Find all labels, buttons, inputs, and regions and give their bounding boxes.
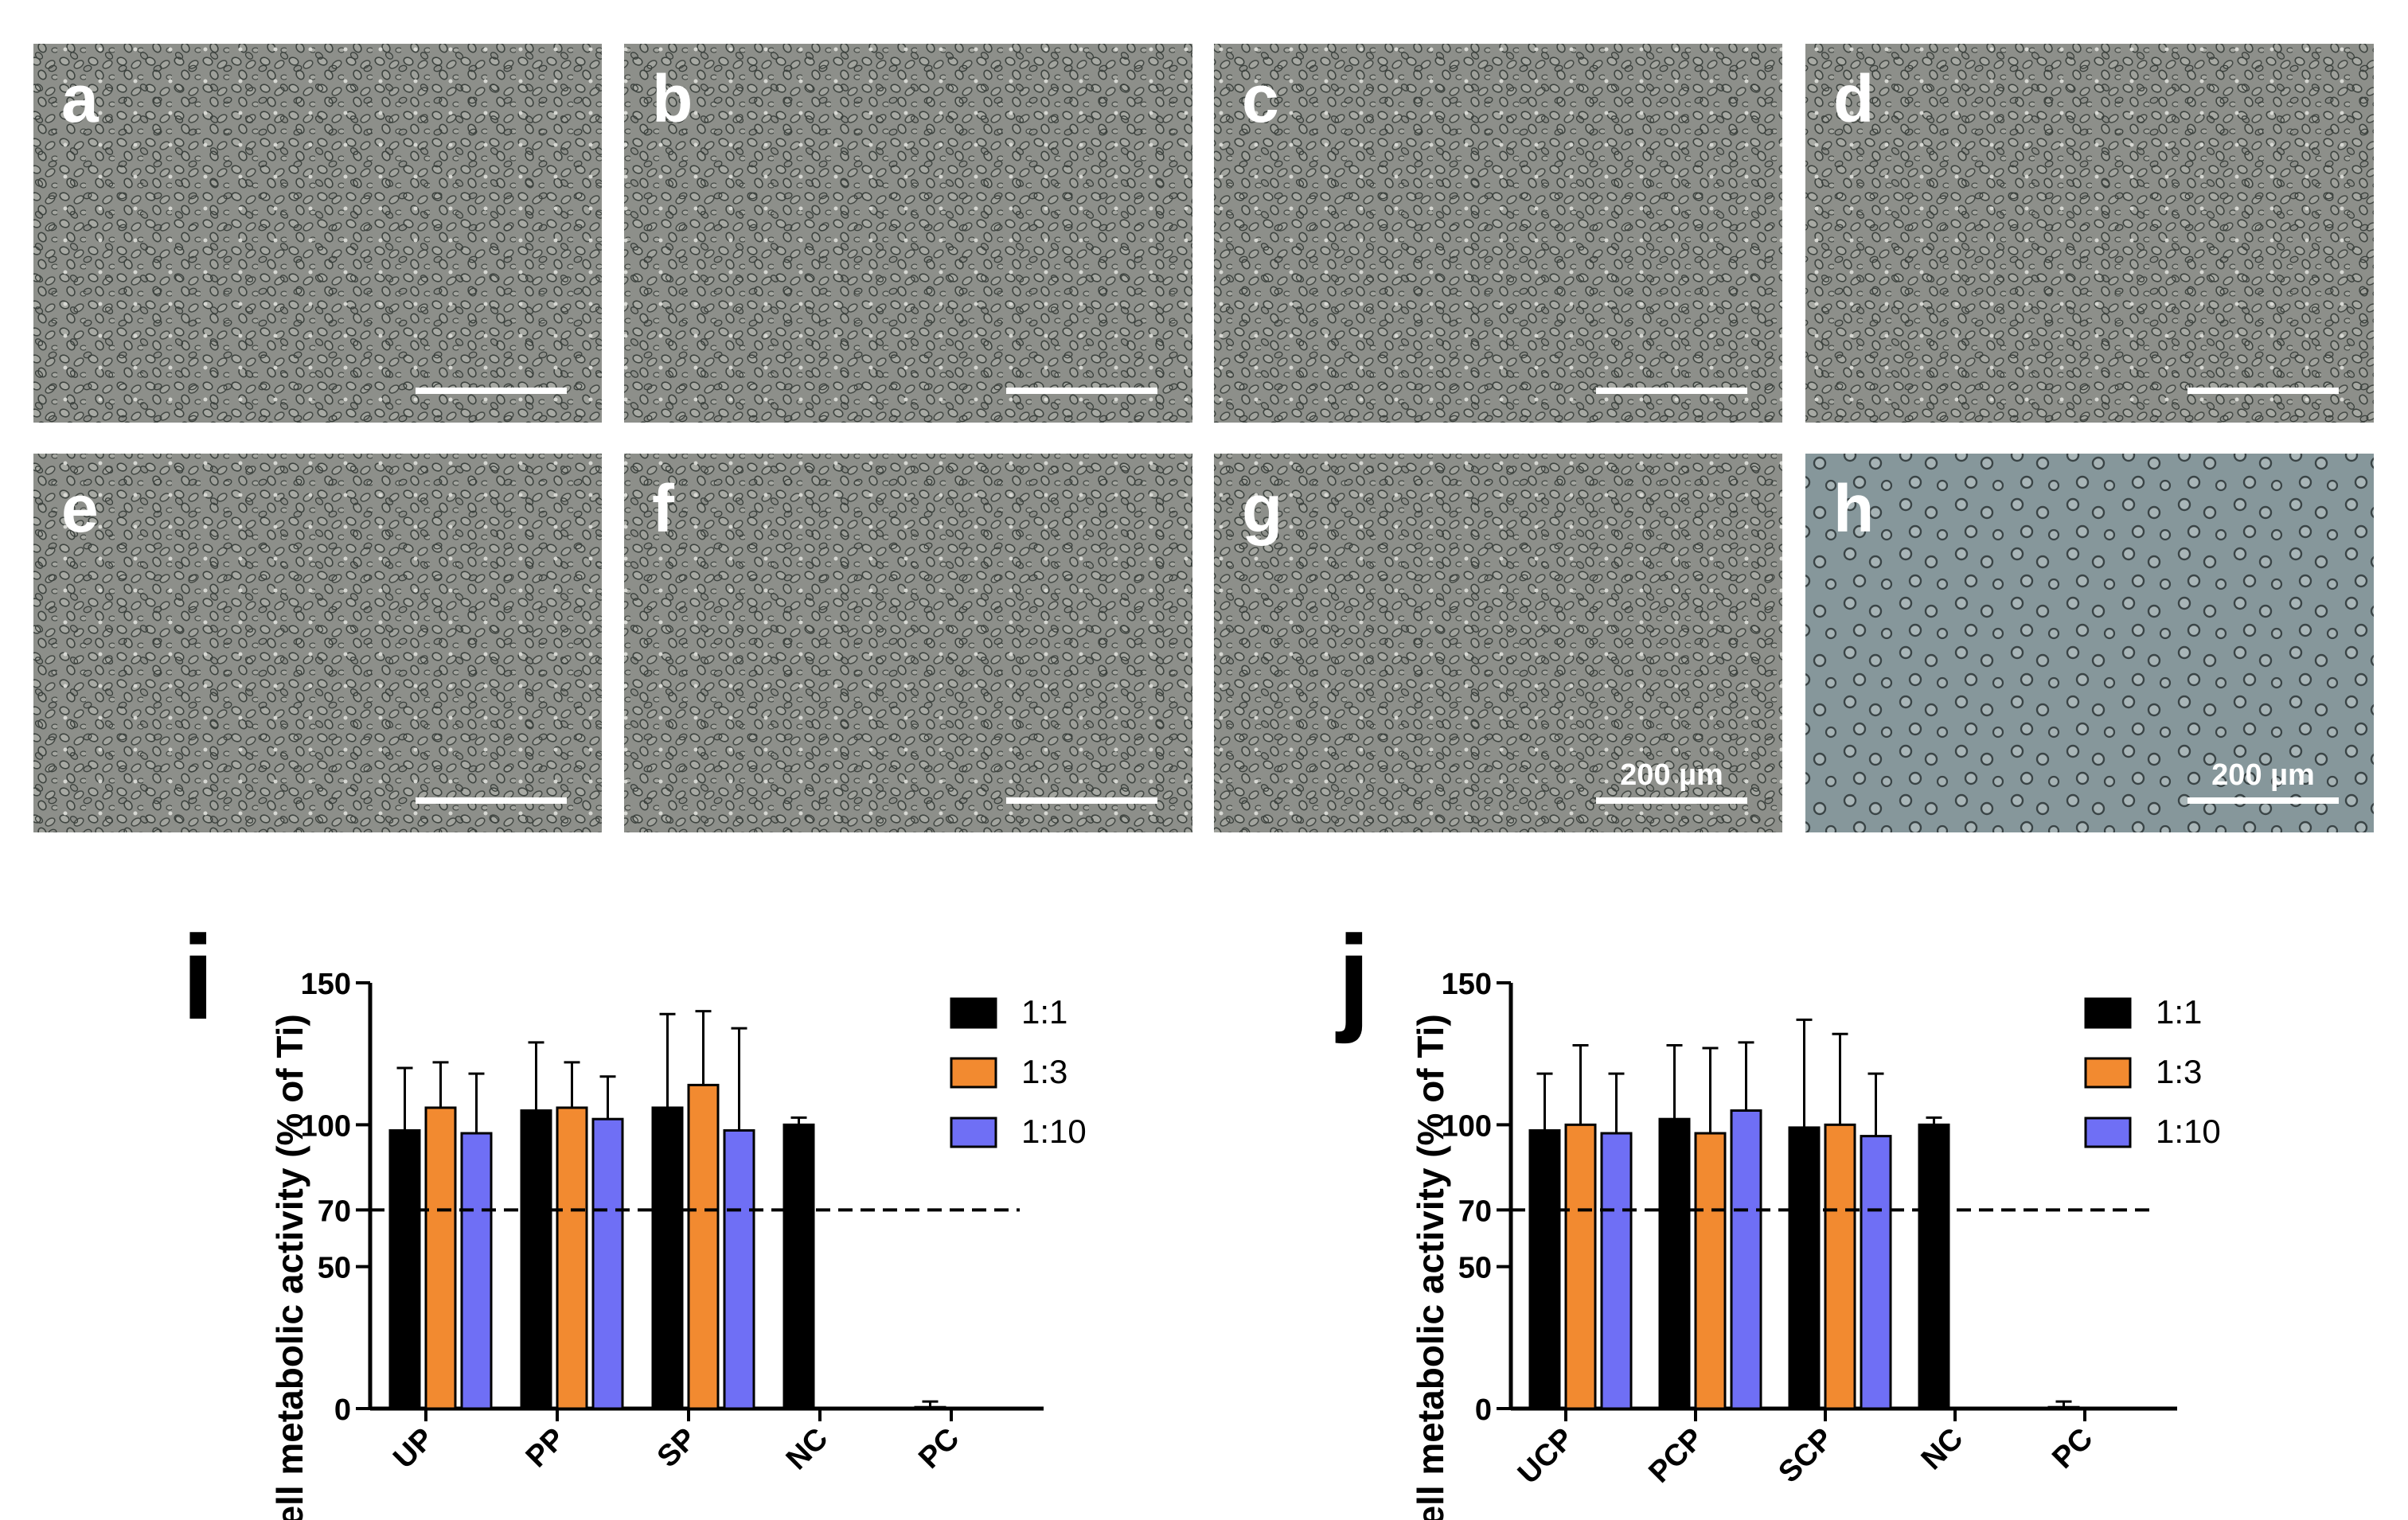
y-tick-label: 150 xyxy=(1442,968,1492,1001)
scale-bar xyxy=(2187,388,2339,394)
legend-label: 1:3 xyxy=(2156,1053,2202,1090)
bar-up-1-1 xyxy=(388,1128,421,1410)
micrograph-texture xyxy=(33,454,602,832)
scale-bar xyxy=(2187,797,2339,804)
y-tick-label: 70 xyxy=(1458,1195,1492,1228)
legend-swatch xyxy=(2084,997,2132,1029)
bar-chart-i: i Cell metabolic activity (% of Ti) 0 50 70 1… xyxy=(181,910,1087,1520)
bar-chart-j: j Cell metabolic activity (% of Ti) 0 50 70 1… xyxy=(1335,910,2221,1520)
legend: 1:1 1:3 1:10 xyxy=(2084,993,2221,1150)
bar-ucp-1-1 xyxy=(1528,1128,1561,1410)
x-tick-label: SCP xyxy=(1772,1422,1840,1490)
bar-scp-1-1 xyxy=(1788,1126,1821,1410)
legend-swatch xyxy=(2084,1117,2132,1148)
bar-pp-1-1 xyxy=(520,1109,552,1410)
panel-letter: a xyxy=(61,61,100,136)
micrograph-texture xyxy=(624,44,1192,423)
micrograph-grid: a b c d e f g 200 µm h 200 µm xyxy=(33,44,2374,832)
legend-swatch xyxy=(2084,1057,2132,1089)
x-tick-label: PCP xyxy=(1642,1422,1710,1490)
bar-pcp-1-1 xyxy=(1658,1117,1691,1410)
y-tick-label: 0 xyxy=(1475,1393,1492,1427)
micrograph-texture xyxy=(1214,44,1782,423)
scale-bar xyxy=(1006,388,1157,394)
micrograph-texture xyxy=(1214,454,1782,832)
micrograph-panel-a: a xyxy=(33,44,602,423)
bar-pp-1-3 xyxy=(556,1106,588,1410)
bar-ucp-1-10 xyxy=(1600,1132,1633,1410)
scale-bar-label: 200 µm xyxy=(2211,758,2315,792)
y-axis-label: Cell metabolic activity (% of Ti) xyxy=(269,1014,310,1520)
bar-pp-1-10 xyxy=(591,1117,624,1410)
legend-label: 1:1 xyxy=(2156,993,2202,1031)
legend-label: 1:3 xyxy=(1021,1053,1067,1090)
panel-letter: i xyxy=(181,910,215,1044)
chart-area: i Cell metabolic activity (% of Ti) 0 50 70 1… xyxy=(181,910,2221,1520)
x-tick-label: NC xyxy=(780,1422,835,1477)
panel-letter: h xyxy=(1833,471,1874,546)
legend-label: 1:10 xyxy=(1021,1113,1087,1150)
micrograph-texture xyxy=(1805,44,2374,423)
micrograph-panel-d: d xyxy=(1805,44,2374,423)
legend: 1:1 1:3 1:10 xyxy=(950,993,1087,1150)
y-tick-label: 70 xyxy=(318,1195,351,1228)
scale-bar xyxy=(416,797,567,804)
bar-nc-1-1 xyxy=(783,1123,815,1410)
legend-label: 1:10 xyxy=(2156,1113,2221,1150)
y-tick-label: 100 xyxy=(301,1109,351,1143)
micrograph-texture xyxy=(624,454,1192,832)
bar-nc-1-1 xyxy=(1918,1123,1950,1410)
bar-pc-1-1 xyxy=(914,1405,946,1410)
legend-swatch xyxy=(950,997,997,1029)
micrograph-panel-c: c xyxy=(1214,44,1782,423)
bar-up-1-10 xyxy=(460,1132,493,1410)
x-tick-label: PP xyxy=(520,1422,572,1475)
bar-pcp-1-10 xyxy=(1730,1109,1762,1410)
panel-letter: d xyxy=(1833,61,1874,136)
bar-sp-1-1 xyxy=(651,1106,684,1410)
micrograph-image xyxy=(1805,454,2374,832)
y-tick-label: 100 xyxy=(1442,1109,1492,1143)
bar-sp-1-10 xyxy=(723,1128,755,1410)
panel-letter: f xyxy=(652,471,675,546)
bar-scp-1-3 xyxy=(1824,1123,1856,1410)
x-tick-label: NC xyxy=(1915,1422,1970,1477)
y-axis-label: Cell metabolic activity (% of Ti) xyxy=(1410,1014,1451,1520)
micrograph-panel-f: f xyxy=(624,454,1192,832)
panel-letter: b xyxy=(652,61,693,136)
y-tick-label: 0 xyxy=(334,1393,351,1427)
micrograph-texture xyxy=(33,44,602,423)
y-tick-label: 150 xyxy=(301,968,351,1001)
bar-scp-1-10 xyxy=(1860,1135,1892,1410)
legend-swatch xyxy=(950,1117,997,1148)
x-tick-label: PC xyxy=(912,1422,966,1475)
micrograph-panel-g: g 200 µm xyxy=(1214,454,1782,832)
panel-letter: j xyxy=(1335,910,1371,1044)
bar-up-1-3 xyxy=(424,1106,457,1410)
x-tick-label: UP xyxy=(387,1422,440,1475)
legend-swatch xyxy=(950,1057,997,1089)
panel-letter: g xyxy=(1242,471,1282,546)
y-tick-label: 50 xyxy=(1458,1252,1492,1285)
y-tick-label: 50 xyxy=(318,1252,351,1285)
x-tick-label: SP xyxy=(651,1422,704,1475)
scale-bar xyxy=(1006,797,1157,804)
x-tick-label: PC xyxy=(2046,1422,2099,1475)
scale-bar xyxy=(1596,388,1747,394)
scale-bar-label: 200 µm xyxy=(1620,758,1723,792)
scale-bar xyxy=(416,388,567,394)
micrograph-panel-h: h 200 µm xyxy=(1805,454,2374,832)
bar-pc-1-1 xyxy=(2047,1405,2080,1410)
panel-letter: e xyxy=(61,471,99,546)
scale-bar xyxy=(1596,797,1747,804)
bar-sp-1-3 xyxy=(687,1083,720,1410)
micrograph-panel-e: e xyxy=(33,454,602,832)
panel-letter: c xyxy=(1242,61,1279,136)
x-tick-label: UCP xyxy=(1512,1422,1580,1491)
bar-pcp-1-3 xyxy=(1694,1132,1727,1410)
micrograph-panel-b: b xyxy=(624,44,1192,423)
bar-ucp-1-3 xyxy=(1564,1123,1597,1410)
legend-label: 1:1 xyxy=(1021,993,1067,1031)
